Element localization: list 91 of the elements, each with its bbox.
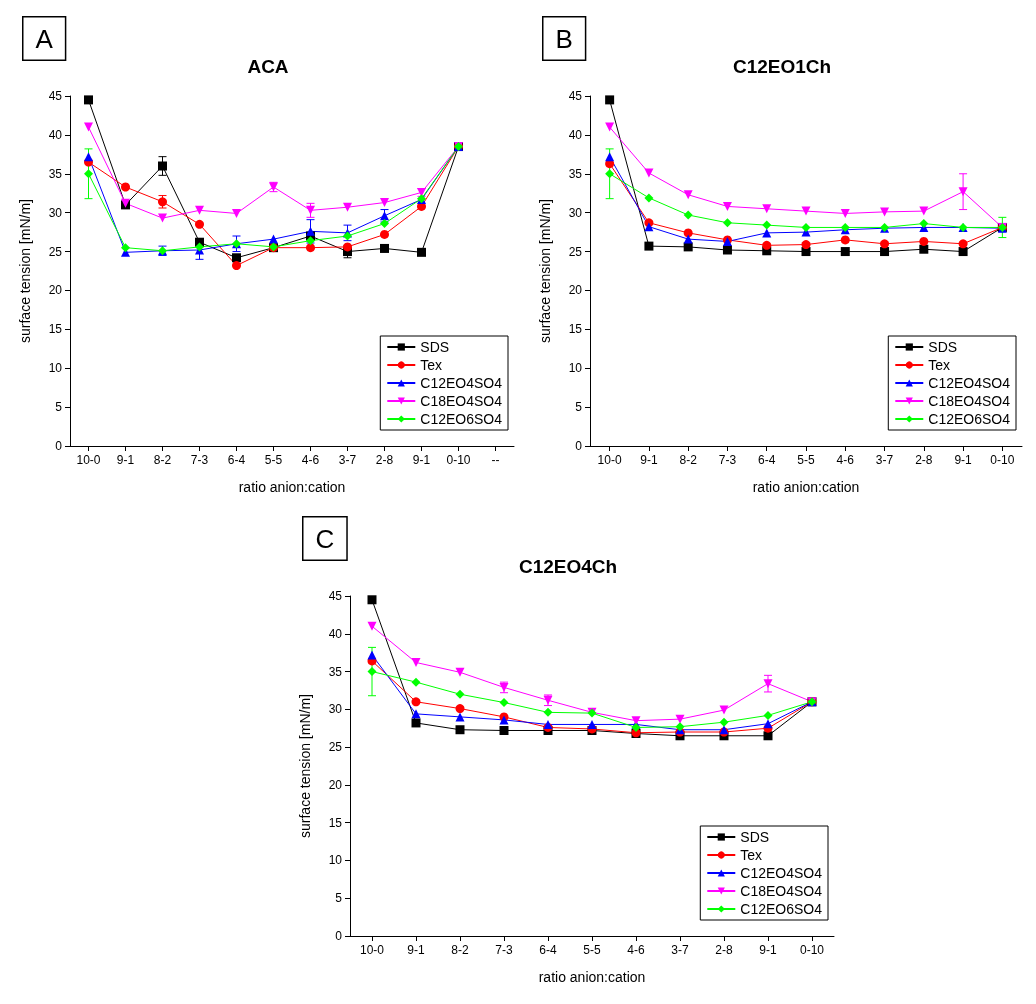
y-tick-label: 35 <box>568 166 583 181</box>
legend-label: SDS <box>928 339 958 355</box>
chart-title: C12EO4Ch <box>518 556 618 577</box>
x-tick-label: 5-5 <box>797 453 815 467</box>
x-tick-label: 8-2 <box>451 943 469 957</box>
y-tick-label: 35 <box>328 664 343 679</box>
legend-label: C12EO4SO4 <box>740 865 823 881</box>
y-tick-label: 25 <box>48 244 63 259</box>
x-tick-label: 8-2 <box>153 453 172 467</box>
x-tick-label: 6-4 <box>758 453 776 467</box>
legend-label: C12EO6SO4 <box>928 411 1011 427</box>
text: B <box>555 23 573 54</box>
x-tick-label: 6-4 <box>227 453 246 467</box>
y-tick-label: 20 <box>48 283 63 298</box>
x-tick-label: 2-8 <box>715 943 733 957</box>
y-tick-label: 10 <box>328 853 343 868</box>
y-tick-label: 5 <box>55 400 63 415</box>
x-tick-label: 4-6 <box>627 943 645 957</box>
x-tick-label: 3-7 <box>671 943 689 957</box>
y-tick-label: 0 <box>575 439 583 453</box>
y-tick-label: 30 <box>48 205 63 220</box>
y-tick-label: 35 <box>48 166 63 181</box>
text: A <box>35 23 54 54</box>
chart-title: ACA <box>247 56 289 77</box>
y-tick-label: 40 <box>568 127 583 142</box>
x-tick-label: 10-0 <box>76 453 101 467</box>
chart-title: C12EO1Ch <box>732 56 832 77</box>
legend-label: Tex <box>420 357 443 373</box>
y-tick-label: 40 <box>48 127 63 142</box>
y-axis-title: surface tension [mN/m] <box>17 199 33 343</box>
y-tick-label: 40 <box>328 626 343 641</box>
y-tick-label: 0 <box>55 439 63 453</box>
legend-label: C12EO6SO4 <box>740 901 823 917</box>
x-tick-label: 3-7 <box>338 453 357 467</box>
y-tick-label: 10 <box>568 361 583 376</box>
x-tick-label: 8-2 <box>679 453 698 467</box>
y-tick-label: 10 <box>48 361 63 376</box>
legend-label: Tex <box>928 357 951 373</box>
y-axis-title: surface tension [mN/m] <box>297 694 313 838</box>
x-tick-label: 7-3 <box>190 453 209 467</box>
x-tick-label: 9-1 <box>407 943 425 957</box>
x-tick-label: 9-1 <box>116 453 135 467</box>
y-tick-label: 20 <box>328 777 343 792</box>
legend-label: Tex <box>740 847 763 863</box>
x-tick-label: 10-0 <box>597 453 622 467</box>
y-tick-label: 25 <box>568 244 583 259</box>
x-tick-label: 0-10 <box>446 453 471 467</box>
x-tick-label: 9-1 <box>640 453 658 467</box>
y-tick-label: 5 <box>575 400 583 415</box>
x-tick-label: 9-1 <box>412 453 431 467</box>
x-tick-label: 9-1 <box>759 943 777 957</box>
x-tick-label: 4-6 <box>301 453 320 467</box>
x-axis-title: ratio anion:cation <box>238 479 346 495</box>
y-tick-label: 20 <box>568 283 583 298</box>
y-axis-title: surface tension [mN/m] <box>537 199 553 343</box>
y-tick-label: 5 <box>335 891 343 906</box>
legend-label: C18EO4SO4 <box>740 883 823 899</box>
x-axis-title: ratio anion:cation <box>538 969 646 985</box>
y-tick-label: 45 <box>48 89 63 103</box>
x-tick-label: 5-5 <box>264 453 283 467</box>
y-tick-label: 25 <box>328 740 343 755</box>
legend-label: C18EO4SO4 <box>928 393 1011 409</box>
x-tick-label: 3-7 <box>875 453 894 467</box>
y-tick-label: 15 <box>48 322 63 337</box>
x-axis-title: ratio anion:cation <box>752 479 860 495</box>
x-tick-label: 4-6 <box>836 453 855 467</box>
y-tick-label: 30 <box>328 702 343 717</box>
text: C <box>315 523 335 554</box>
y-tick-label: 0 <box>335 929 343 943</box>
legend-label: C12EO4SO4 <box>928 375 1011 391</box>
x-tick-label: 10-0 <box>359 943 385 957</box>
x-tick-label: 0-10 <box>990 453 1015 467</box>
legend-label: C18EO4SO4 <box>420 393 503 409</box>
x-tick-label: 2-8 <box>915 453 933 467</box>
x-tick-label: 2-8 <box>375 453 394 467</box>
y-tick-label: 45 <box>568 89 583 103</box>
x-tick-label: 9-1 <box>954 453 973 467</box>
x-tick-label: 0-10 <box>799 943 825 957</box>
legend-label: C12EO4SO4 <box>420 375 503 391</box>
y-tick-label: 15 <box>328 815 343 830</box>
legend-label: SDS <box>420 339 450 355</box>
y-tick-label: 15 <box>568 322 583 337</box>
legend-label: C12EO6SO4 <box>420 411 503 427</box>
legend-label: SDS <box>740 829 770 845</box>
x-tick-label: 7-3 <box>718 453 737 467</box>
x-tick-label: -- <box>491 453 500 467</box>
x-tick-label: 7-3 <box>495 943 513 957</box>
x-tick-label: 6-4 <box>539 943 557 957</box>
y-tick-label: 30 <box>568 205 583 220</box>
x-tick-label: 5-5 <box>583 943 601 957</box>
y-tick-label: 45 <box>328 589 343 603</box>
